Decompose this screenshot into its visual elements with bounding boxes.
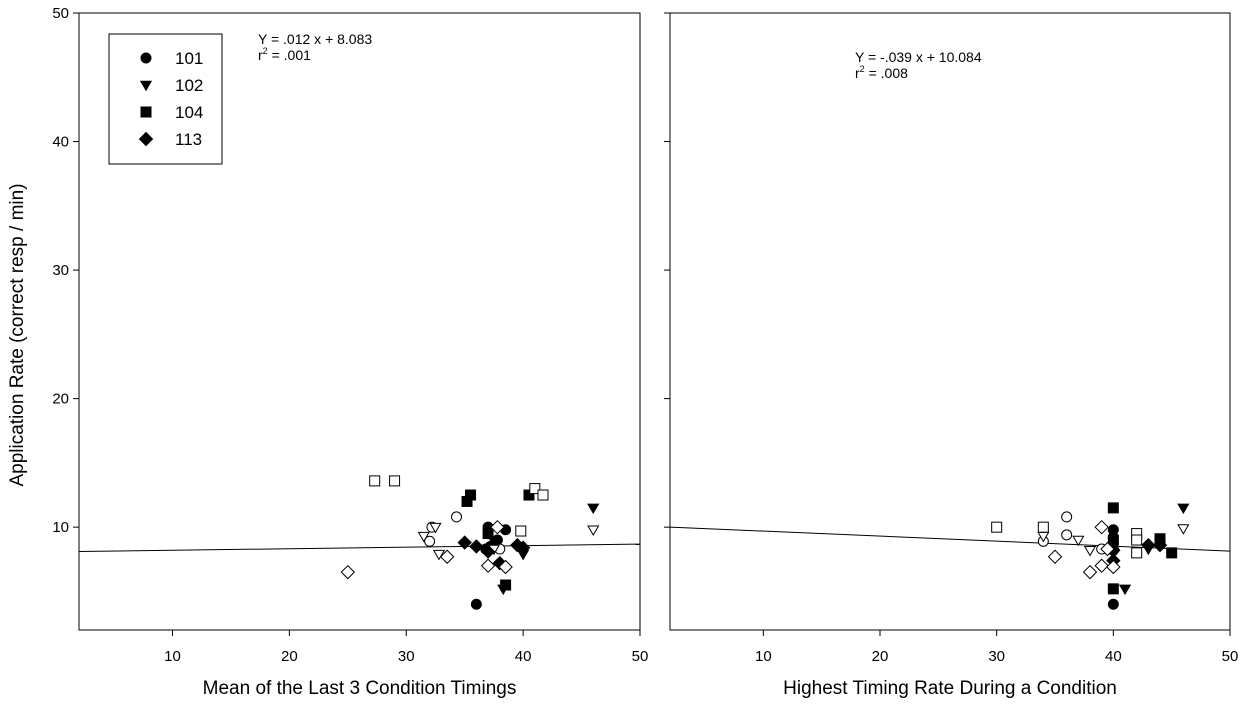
- data-point-104-filled: [465, 489, 477, 501]
- regression-line: [78, 543, 641, 552]
- y-tick-label: 10: [52, 519, 69, 536]
- r-squared: r2 = .001: [258, 46, 311, 63]
- plot-frame: [78, 12, 641, 631]
- y-tick-label: 30: [52, 262, 69, 279]
- data-point-102-filled: [487, 537, 501, 548]
- data-point-101-open: [424, 535, 436, 547]
- data-point-104-filled: [1107, 502, 1119, 514]
- data-point-101-filled: [470, 598, 482, 610]
- data-point-104-open: [389, 475, 401, 487]
- data-point-101-open: [451, 511, 463, 523]
- regression-equation: Y = .012 x + 8.083: [258, 31, 372, 47]
- data-point-113-open: [1094, 519, 1109, 535]
- x-tick-label: 40: [515, 648, 532, 665]
- data-point-104-filled: [1107, 583, 1119, 595]
- data-point-113-open: [1106, 559, 1121, 575]
- data-point-113-open: [1047, 549, 1063, 564]
- data-point-102-filled: [587, 503, 600, 515]
- y-tick-label: 50: [52, 5, 69, 22]
- data-point-102-open: [587, 525, 600, 536]
- data-point-113-open: [340, 564, 356, 580]
- r-squared-superscript: 2: [263, 46, 268, 56]
- data-point-102-open: [1177, 524, 1190, 535]
- regression-equation: Y = -.039 x + 10.084: [855, 49, 982, 65]
- data-point-104-filled: [523, 489, 535, 501]
- data-point-113-filled: [515, 540, 531, 555]
- left-scatter-panel: 10 20 30 40 50 10 20 30 40 50 Mean of the Last 3 C…: [52, 5, 648, 699]
- legend-label-102: 102: [175, 76, 203, 95]
- y-tick-label: 40: [52, 134, 69, 151]
- data-point-102-open: [1083, 546, 1097, 557]
- x-tick-label: 20: [872, 648, 889, 665]
- data-point-102-open: [432, 549, 446, 561]
- data-point-104-filled: [1166, 547, 1178, 559]
- y-axis-label: Application Rate (correct resp / min): [7, 183, 28, 486]
- data-point-113-open: [1082, 564, 1098, 580]
- legend-label-101: 101: [175, 49, 203, 68]
- data-point-101-filled: [1107, 598, 1119, 610]
- data-point-113-filled: [457, 535, 472, 550]
- data-point-102-open: [429, 522, 442, 534]
- legend-marker-104: [140, 106, 152, 118]
- data-point-101-open: [1061, 511, 1073, 523]
- data-point-113-open: [498, 559, 513, 575]
- r-squared-value: = .001: [268, 47, 311, 63]
- r-squared-superscript: 2: [860, 64, 865, 74]
- data-point-101-open: [1061, 529, 1073, 541]
- data-point-113-filled: [1152, 537, 1168, 553]
- r-squared: r2 = .008: [855, 64, 908, 81]
- data-point-104-open: [1037, 521, 1049, 533]
- data-point-104-filled: [500, 579, 512, 591]
- data-point-104-open: [369, 475, 381, 487]
- data-point-113-filled: [480, 544, 496, 559]
- data-point-104-filled: [482, 528, 494, 540]
- x-axis-label: Mean of the Last 3 Condition Timings: [203, 678, 517, 699]
- data-point-113-open: [1094, 558, 1109, 573]
- legend-marker-113: [138, 131, 154, 147]
- x-tick-label: 10: [164, 648, 181, 665]
- x-tick-label: 30: [398, 648, 415, 665]
- regression-line: [669, 526, 1231, 552]
- x-tick-label: 10: [755, 648, 772, 665]
- r-squared-symbol: r: [855, 65, 860, 81]
- data-point-113-open: [1100, 541, 1115, 557]
- legend-marker-101: [140, 52, 152, 64]
- data-point-104-open: [515, 525, 527, 537]
- data-point-102-filled: [1118, 584, 1132, 596]
- legend-marker-102: [139, 80, 153, 92]
- x-axis-label: Highest Timing Rate During a Condition: [783, 678, 1117, 699]
- legend-box: [108, 33, 223, 165]
- data-point-102-filled: [1177, 503, 1190, 515]
- x-tick-label: 50: [1222, 648, 1239, 665]
- data-point-113-filled: [1141, 537, 1156, 553]
- legend-label-113: 113: [175, 130, 202, 149]
- right-scatter-panel: 10 20 30 40 50 Highest Timing Rate During a C…: [664, 12, 1239, 699]
- data-point-104-open: [1131, 547, 1143, 559]
- r-squared-symbol: r: [258, 47, 263, 63]
- x-tick-label: 50: [632, 648, 649, 665]
- data-point-113-filled: [469, 539, 484, 554]
- data-point-113-open: [490, 519, 505, 535]
- legend-label-104: 104: [175, 103, 203, 122]
- data-point-104-open: [1131, 534, 1143, 546]
- x-tick-label: 40: [1105, 648, 1122, 665]
- legend: 101 102 104 113: [108, 33, 223, 165]
- data-point-102-open: [417, 531, 430, 543]
- data-point-104-open: [991, 521, 1003, 533]
- data-point-113-open: [439, 549, 455, 564]
- data-point-104-open: [529, 483, 541, 495]
- x-tick-label: 20: [281, 648, 298, 665]
- y-tick-label: 20: [52, 391, 69, 408]
- data-point-102-open: [1072, 535, 1085, 547]
- data-point-104-open: [537, 489, 549, 501]
- r-squared-value: = .008: [865, 65, 908, 81]
- x-tick-label: 30: [988, 648, 1005, 665]
- data-point-113-open: [480, 558, 496, 573]
- plot-frame: [669, 12, 1231, 631]
